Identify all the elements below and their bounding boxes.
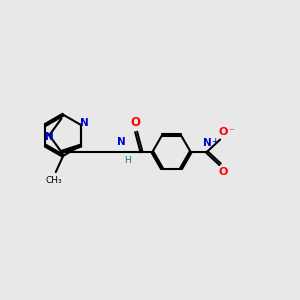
- Text: N: N: [203, 138, 212, 148]
- Text: O: O: [130, 116, 141, 129]
- Text: ⁻: ⁻: [228, 127, 234, 137]
- Text: O: O: [218, 167, 228, 177]
- Text: +: +: [211, 137, 219, 146]
- Text: N: N: [45, 132, 54, 142]
- Text: CH₃: CH₃: [45, 176, 62, 185]
- Text: N: N: [117, 137, 126, 147]
- Text: O: O: [218, 127, 228, 137]
- Text: H: H: [124, 156, 131, 165]
- Text: N: N: [80, 118, 89, 128]
